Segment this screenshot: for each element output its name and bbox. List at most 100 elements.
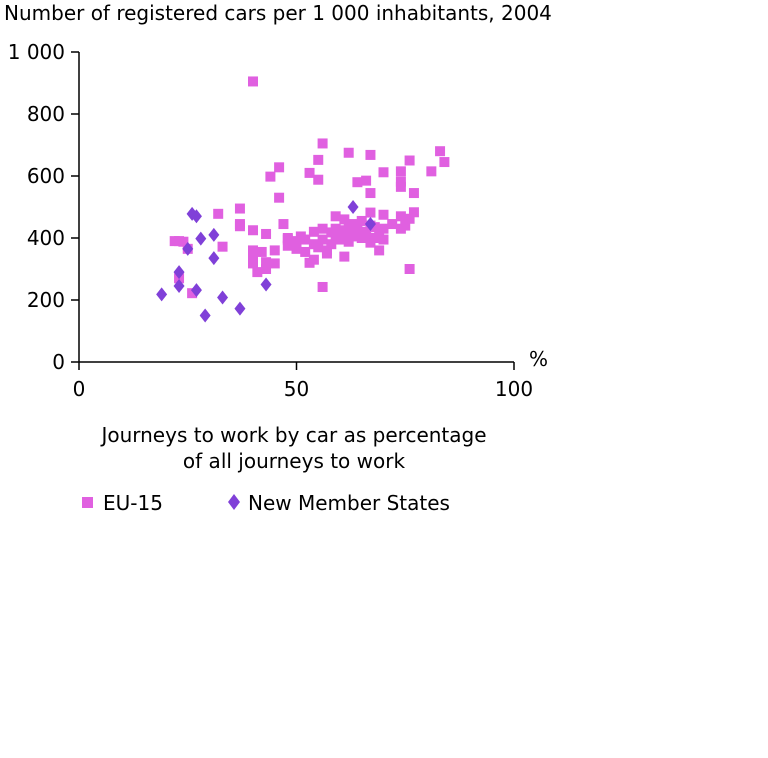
- y-tick-label: 200: [27, 288, 65, 312]
- x-axis-unit: %: [529, 347, 548, 371]
- data-point-eu15: [317, 281, 328, 292]
- x-tick-label: 100: [495, 377, 533, 401]
- data-point-eu15: [361, 228, 372, 239]
- data-point-eu15: [378, 209, 389, 220]
- data-point-eu15: [278, 219, 289, 230]
- data-point-eu15: [313, 242, 324, 253]
- y-tick-label: 1 000: [8, 40, 65, 64]
- data-point-eu15: [317, 138, 328, 149]
- y-tick-label: 400: [27, 226, 65, 250]
- data-point-eu15: [282, 234, 293, 245]
- data-point-eu15: [274, 162, 285, 173]
- data-point-eu15: [356, 215, 367, 226]
- data-point-eu15: [408, 188, 419, 199]
- data-point-eu15: [261, 228, 272, 239]
- data-point-eu15: [365, 149, 376, 160]
- data-point-eu15: [339, 214, 350, 225]
- data-point-eu15: [261, 264, 272, 274]
- data-point-eu15: [395, 166, 406, 177]
- data-point-eu15: [395, 181, 406, 192]
- data-point-new-member-states: [347, 200, 359, 214]
- data-point-new-member-states: [173, 265, 185, 280]
- data-point-new-member-states: [364, 217, 376, 232]
- x-axis-title-line-1: Journeys to work by car as percentage: [99, 423, 486, 447]
- y-axis-ticks: 0 200 400 600 800 1 000: [8, 40, 79, 374]
- data-point-eu15: [426, 166, 437, 177]
- x-axis-ticks: 0 50 100: [73, 362, 533, 401]
- data-point-eu15: [234, 221, 245, 232]
- data-point-eu15: [252, 267, 263, 278]
- y-tick-label: 600: [27, 164, 65, 188]
- data-point-eu15: [395, 176, 406, 187]
- data-point-eu15: [378, 167, 389, 178]
- data-point-new-member-states: [199, 308, 211, 323]
- data-point-new-member-states: [260, 277, 272, 292]
- data-point-eu15: [274, 192, 285, 203]
- data-point-eu15: [304, 167, 315, 178]
- data-point-eu15: [335, 234, 345, 245]
- data-point-eu15: [439, 157, 450, 168]
- data-point-eu15: [361, 175, 372, 186]
- data-point-new-member-states: [173, 279, 185, 294]
- data-point-eu15: [187, 288, 198, 299]
- data-point-eu15: [256, 246, 267, 257]
- data-point-eu15: [374, 245, 385, 256]
- data-point-eu15: [378, 223, 389, 234]
- data-point-eu15: [317, 234, 328, 245]
- data-point-eu15: [291, 239, 302, 250]
- data-point-eu15: [308, 254, 319, 265]
- data-point-new-member-states: [182, 241, 194, 256]
- data-point-eu15: [339, 251, 350, 262]
- data-point-eu15: [313, 154, 324, 165]
- data-point-eu15: [348, 219, 359, 230]
- legend-marker-eu15: [82, 497, 93, 508]
- data-point-eu15: [343, 236, 354, 247]
- data-point-eu15: [300, 246, 311, 257]
- data-point-eu15: [404, 155, 415, 166]
- data-point-eu15: [295, 231, 306, 242]
- data-point-eu15: [308, 226, 319, 237]
- data-point-new-member-states: [217, 290, 229, 305]
- data-point-eu15: [395, 211, 406, 222]
- data-point-eu15: [404, 264, 415, 274]
- data-point-eu15: [343, 147, 354, 158]
- y-tick-label: 800: [27, 102, 65, 126]
- plot-area: [156, 76, 450, 323]
- data-point-eu15: [326, 239, 337, 250]
- y-tick-label: 0: [52, 350, 65, 374]
- data-point-new-member-states: [190, 283, 202, 298]
- data-point-eu15: [248, 76, 258, 87]
- data-point-eu15: [248, 250, 258, 261]
- data-point-eu15: [352, 231, 363, 242]
- legend-label-new-member-states: New Member States: [248, 491, 450, 515]
- data-point-eu15: [213, 208, 224, 219]
- data-point-eu15: [261, 257, 272, 268]
- data-point-eu15: [330, 223, 341, 234]
- x-axis-title-line-2: of all journeys to work: [183, 449, 406, 473]
- data-point-eu15: [365, 188, 376, 199]
- legend-label-eu15: EU-15: [103, 491, 163, 515]
- data-point-new-member-states: [195, 231, 207, 246]
- data-point-new-member-states: [190, 209, 202, 224]
- data-point-eu15: [265, 171, 276, 182]
- data-point-eu15: [178, 236, 189, 247]
- data-point-eu15: [313, 174, 324, 185]
- data-point-new-member-states: [208, 227, 220, 242]
- data-point-eu15: [217, 241, 228, 252]
- data-point-eu15: [352, 177, 363, 188]
- data-point-eu15: [435, 146, 446, 157]
- x-tick-label: 0: [73, 377, 86, 401]
- legend: EU-15 New Member States: [82, 491, 450, 515]
- legend-marker-new-member-states: [228, 494, 240, 510]
- data-point-eu15: [365, 207, 376, 218]
- data-point-eu15: [269, 258, 280, 269]
- data-point-eu15: [269, 245, 280, 256]
- data-point-eu15: [321, 248, 332, 259]
- data-point-eu15: [248, 258, 258, 269]
- chart-title: Number of registered cars per 1 000 inha…: [4, 1, 552, 25]
- data-point-eu15: [404, 213, 415, 224]
- data-point-eu15: [248, 225, 258, 236]
- data-point-new-member-states: [156, 287, 168, 302]
- data-point-eu15: [374, 231, 385, 242]
